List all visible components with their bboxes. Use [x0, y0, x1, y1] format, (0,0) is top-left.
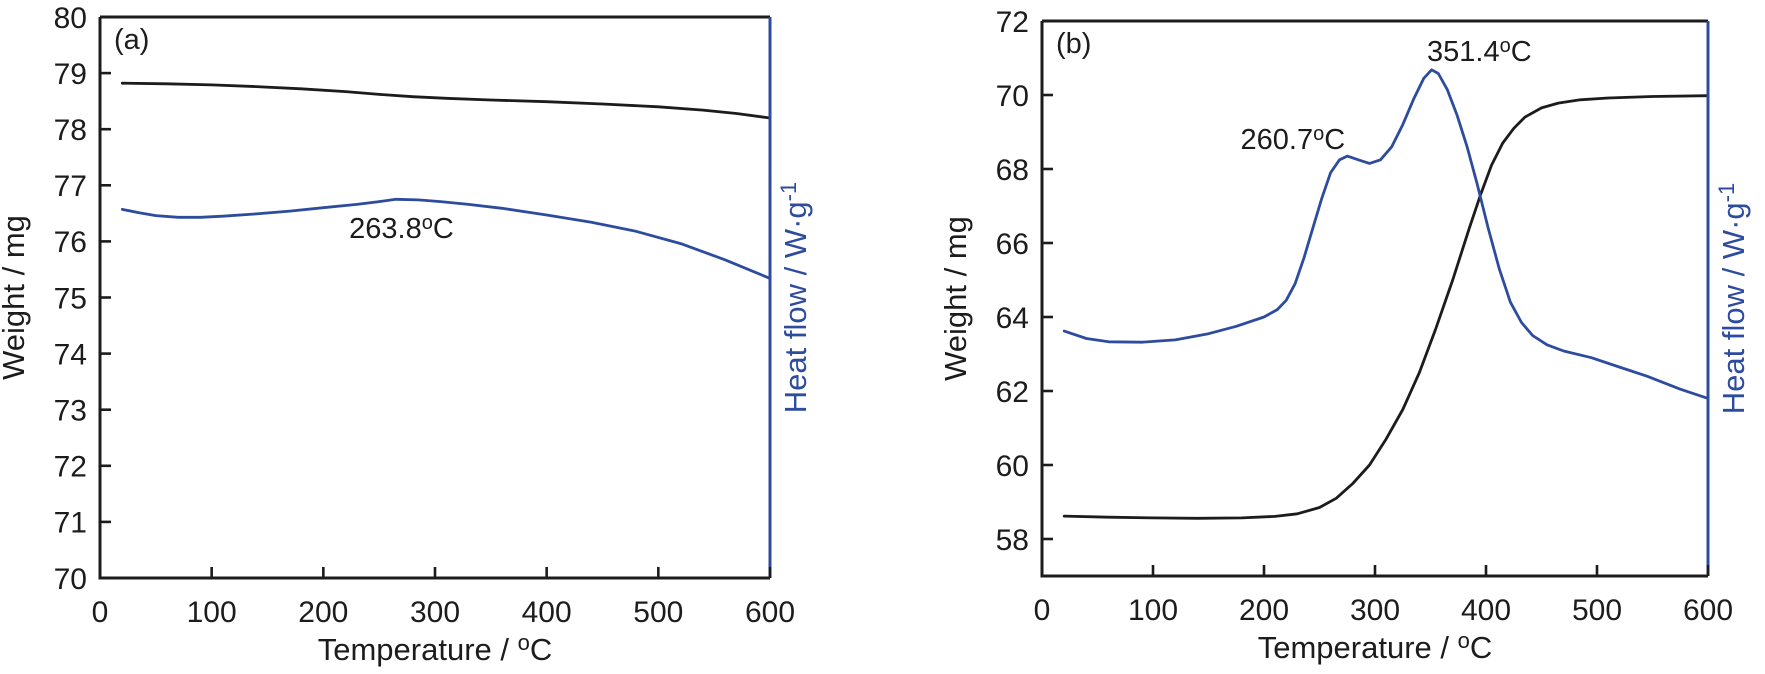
axis-spines-left-bottom	[98, 17, 770, 580]
panel-label: (b)	[1056, 28, 1091, 60]
x-tick-label: 600	[1683, 594, 1733, 627]
peak-temperature-annotation: 351.4oC	[1427, 35, 1532, 68]
y-tick-label: 58	[996, 524, 1029, 557]
dsc-curve-b	[1062, 68, 1710, 400]
x-tick-label: 200	[1239, 594, 1289, 627]
x-tick-label: 300	[410, 596, 460, 629]
peak-temperature-annotation: 260.7oC	[1241, 123, 1346, 156]
y-tick-label: 60	[996, 450, 1029, 483]
x-tick-label: 100	[187, 596, 237, 629]
y-tick-label: 73	[54, 395, 87, 428]
x-tick-label: 400	[1461, 594, 1511, 627]
y-tick-label: 72	[996, 6, 1029, 39]
x-axis-title: Temperature / oC	[318, 630, 553, 667]
y-axis-title-left: Weight / mg	[0, 215, 31, 380]
dsc-curve-a	[120, 197, 772, 280]
y-tick-label: 77	[54, 170, 87, 203]
x-tick-label: 100	[1128, 594, 1178, 627]
axis-spines-left-bottom	[1040, 21, 1708, 578]
y-tick-label: 76	[54, 226, 87, 259]
y-tick-label: 62	[996, 376, 1029, 409]
panel-label: (a)	[114, 24, 149, 56]
y-tick-label: 70	[54, 563, 87, 596]
x-tick-label: 0	[92, 596, 109, 629]
y-tick-label: 71	[54, 507, 87, 540]
y-axis-title-right: Heat flow / W·g-1	[1714, 183, 1751, 414]
y-axis-title-right: Heat flow / W·g-1	[776, 182, 813, 413]
y-tick-label: 70	[996, 80, 1029, 113]
y-tick-label: 78	[54, 114, 87, 147]
x-tick-label: 600	[745, 596, 795, 629]
y-tick-label: 75	[54, 282, 87, 315]
tg-curve-a	[120, 81, 772, 120]
y-axis-title-left: Weight / mg	[938, 216, 973, 381]
x-tick-label: 0	[1034, 594, 1051, 627]
y-tick-label: 72	[54, 451, 87, 484]
y-tick-label: 74	[54, 338, 87, 371]
x-tick-label: 400	[522, 596, 572, 629]
peak-temperature-annotation: 263.8oC	[349, 212, 454, 245]
y-tick-label: 79	[54, 58, 87, 91]
y-tick-label: 68	[996, 154, 1029, 187]
x-tick-label: 300	[1350, 594, 1400, 627]
tg-curve-b	[1062, 94, 1710, 520]
y-tick-label: 80	[54, 2, 87, 35]
x-axis-title: Temperature / oC	[1258, 628, 1493, 665]
x-tick-label: 200	[298, 596, 348, 629]
y-tick-label: 64	[996, 302, 1029, 335]
y-tick-label: 66	[996, 228, 1029, 261]
x-tick-label: 500	[1572, 594, 1622, 627]
x-tick-label: 500	[633, 596, 683, 629]
